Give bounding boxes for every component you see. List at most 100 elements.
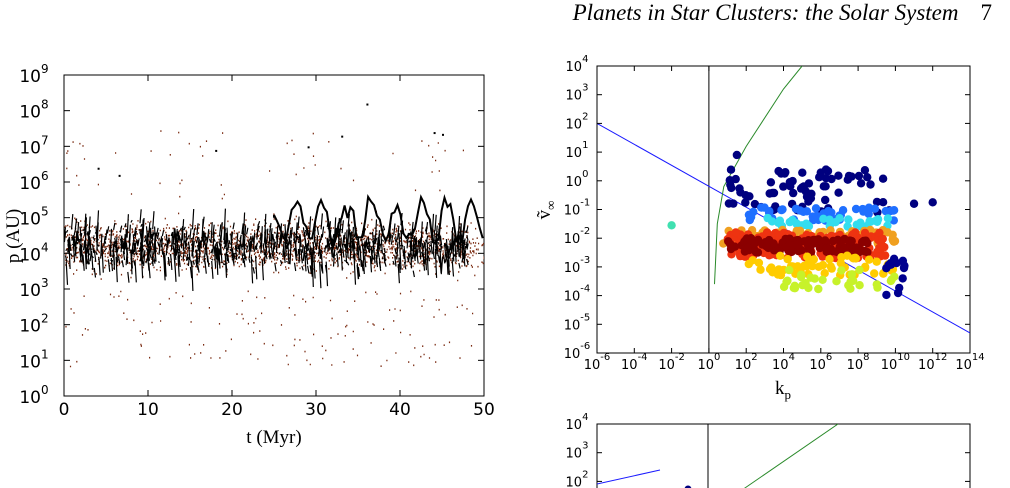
data-point [774, 230, 784, 239]
outlier-point [732, 150, 742, 160]
data-point [724, 237, 733, 246]
data-point [835, 214, 844, 223]
data-point [834, 188, 843, 197]
data-point [820, 269, 829, 278]
data-point [802, 237, 812, 246]
data-point [860, 228, 870, 238]
data-point [726, 180, 735, 189]
data-point [810, 274, 819, 283]
data-point [875, 228, 884, 237]
data-point [873, 217, 882, 226]
data-point [860, 166, 870, 175]
y-tick-label-right: 10-6 [564, 341, 591, 362]
data-point [851, 254, 861, 263]
data-point [870, 269, 879, 278]
y-tick-label-right: 10-3 [564, 255, 591, 276]
data-point [872, 197, 882, 207]
data-point [878, 174, 888, 183]
data-point [750, 199, 760, 209]
data-point [735, 184, 744, 193]
x-tick-label-right: 10-4 [621, 352, 648, 373]
data-point [768, 188, 777, 198]
x-tick-label-right: 1010 [881, 352, 910, 373]
data-point [802, 207, 812, 216]
data-point [821, 174, 831, 183]
x-tick-label: 0 [59, 400, 70, 420]
data-point [746, 235, 755, 244]
outlier-point [215, 149, 218, 152]
data-point [757, 203, 766, 212]
data-point [743, 243, 752, 253]
data-point [806, 194, 816, 203]
data-point [767, 217, 777, 226]
y-tick-label: 100 [19, 383, 48, 408]
y-tick-label-right: 10-2 [564, 226, 591, 247]
y-tick-label: 109 [19, 62, 48, 87]
data-point [793, 240, 802, 250]
y-tick-label-lower: 102 [566, 469, 589, 488]
data-point [886, 276, 896, 286]
data-point [762, 242, 771, 251]
data-point [827, 264, 836, 273]
data-point [845, 236, 855, 245]
data-point [744, 259, 753, 269]
x-axis-label: t (Myr) [246, 427, 301, 448]
data-point [888, 230, 897, 239]
x-tick-label-right: 102 [735, 352, 758, 373]
y-tick-label: 102 [19, 312, 48, 337]
data-point [731, 228, 740, 237]
y-tick-label: 106 [19, 169, 48, 194]
data-point [741, 198, 750, 207]
x-tick-label-right: 100 [697, 352, 720, 373]
data-point [804, 283, 813, 293]
data-point [798, 168, 807, 177]
data-point [815, 243, 825, 253]
data-point [886, 259, 895, 268]
data-point [870, 204, 880, 213]
x-tick-label-right: 106 [809, 352, 832, 373]
data-point [790, 284, 800, 293]
green-threshold-curve [714, 66, 803, 285]
data-point [863, 173, 872, 182]
data-point [863, 238, 872, 248]
data-point [795, 206, 805, 215]
data-point [820, 236, 830, 245]
data-point [786, 182, 795, 191]
data-point [746, 212, 756, 222]
x-tick-label: 10 [137, 400, 159, 420]
data-point [882, 290, 891, 300]
y-tick-label-right: 10-1 [564, 198, 591, 219]
data-point [864, 255, 874, 264]
y-tick-label: 108 [19, 98, 48, 123]
x-axis-label-right: kp [775, 378, 791, 402]
data-point [821, 165, 831, 174]
page-number: 7 [980, 0, 993, 25]
data-point [783, 255, 792, 264]
data-point [797, 270, 806, 279]
data-point [785, 234, 794, 243]
data-point [779, 182, 788, 191]
data-point [843, 251, 852, 260]
data-point [889, 206, 899, 215]
outlier-point [442, 133, 444, 136]
data-point [741, 191, 750, 200]
x-tick-label: 40 [389, 400, 411, 420]
data-point [861, 247, 870, 256]
data-point [821, 182, 830, 191]
data-point [789, 188, 798, 198]
data-point [872, 280, 881, 289]
data-point [832, 277, 841, 286]
data-point [829, 236, 838, 246]
data-point [898, 256, 908, 265]
data-point [837, 266, 846, 275]
y-tick-label-right: 102 [566, 111, 589, 132]
trajectory-lines [64, 208, 469, 292]
outlier-point [667, 221, 676, 230]
data-point [877, 241, 887, 250]
data-point [776, 251, 785, 260]
data-point [855, 281, 864, 290]
x-tick-label: 50 [473, 400, 495, 420]
